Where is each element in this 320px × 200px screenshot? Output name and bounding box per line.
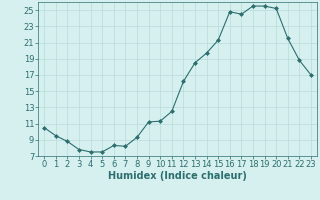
X-axis label: Humidex (Indice chaleur): Humidex (Indice chaleur) [108, 171, 247, 181]
